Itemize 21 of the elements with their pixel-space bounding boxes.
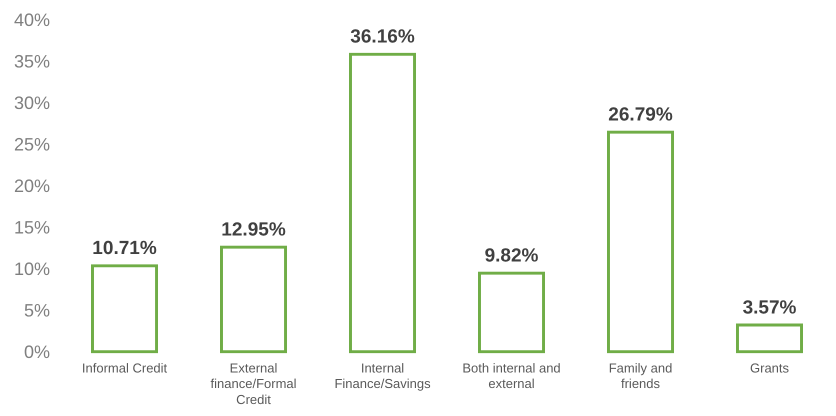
x-tick-label: Informal Credit [82,360,168,376]
y-tick-label: 15% [14,218,50,238]
y-tick-label: 10% [14,259,50,280]
x-tick-label: Grants [750,360,790,376]
x-tick-label: External finance/Formal Credit [210,360,297,407]
data-label: 36.16% [350,26,415,48]
data-label: 9.82% [484,245,539,266]
x-tick-label: Family and friends [608,360,672,392]
y-tick-label: 20% [14,176,50,196]
data-label: 10.71% [92,238,157,259]
y-tick-label: 35% [14,51,50,72]
data-label: 12.95% [221,219,286,240]
data-label: 3.57% [742,297,797,318]
y-tick-label: 0% [24,342,50,362]
x-tick-label: Internal Finance/Savings [334,360,432,392]
y-tick-label: 5% [24,300,50,321]
y-tick-label: 40% [14,10,50,30]
y-tick-label: 25% [14,134,50,154]
data-label: 26.79% [608,104,673,126]
x-tick-label: Both internal and external [462,360,561,392]
y-tick-label: 30% [14,92,50,113]
